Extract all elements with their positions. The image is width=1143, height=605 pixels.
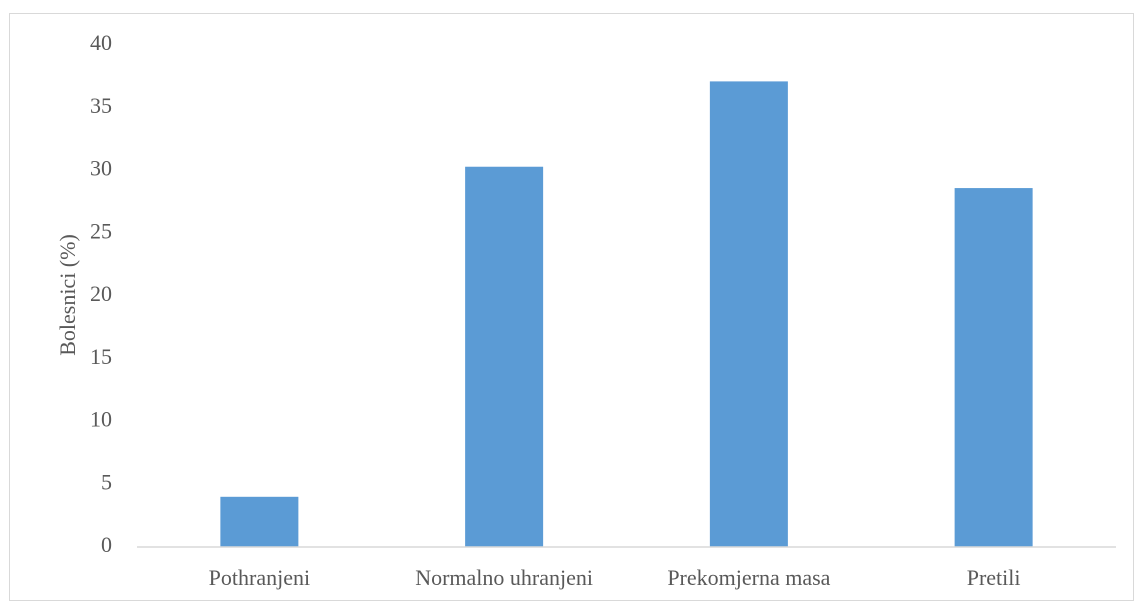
bar-prekomjerna-masa bbox=[709, 81, 788, 548]
y-axis-ticks: 0 5 10 15 20 25 30 35 40 bbox=[90, 30, 112, 557]
bars bbox=[220, 81, 1033, 548]
chart-frame bbox=[9, 13, 1134, 601]
bar-normalno-uhranjeni bbox=[465, 166, 544, 548]
y-axis-label: Bolesnici (%) bbox=[55, 234, 80, 356]
y-tick-label: 10 bbox=[90, 407, 112, 432]
y-tick-label: 15 bbox=[90, 344, 112, 369]
x-tick-label: Normalno uhranjeni bbox=[415, 565, 593, 590]
x-tick-label: Prekomjerna masa bbox=[667, 565, 830, 590]
y-tick-label: 5 bbox=[101, 469, 112, 494]
x-tick-label: Pothranjeni bbox=[209, 565, 310, 590]
bar-pretili bbox=[954, 188, 1033, 547]
y-tick-label: 30 bbox=[90, 156, 112, 181]
x-axis-ticks: Pothranjeni Normalno uhranjeni Prekomjerna… bbox=[209, 565, 1021, 590]
y-tick-label: 35 bbox=[90, 93, 112, 118]
y-tick-label: 20 bbox=[90, 281, 112, 306]
y-tick-label: 0 bbox=[101, 532, 112, 557]
bar-pothranjeni bbox=[220, 496, 299, 547]
x-tick-label: Pretili bbox=[967, 565, 1021, 590]
y-tick-label: 25 bbox=[90, 218, 112, 243]
y-tick-label: 40 bbox=[90, 30, 112, 55]
